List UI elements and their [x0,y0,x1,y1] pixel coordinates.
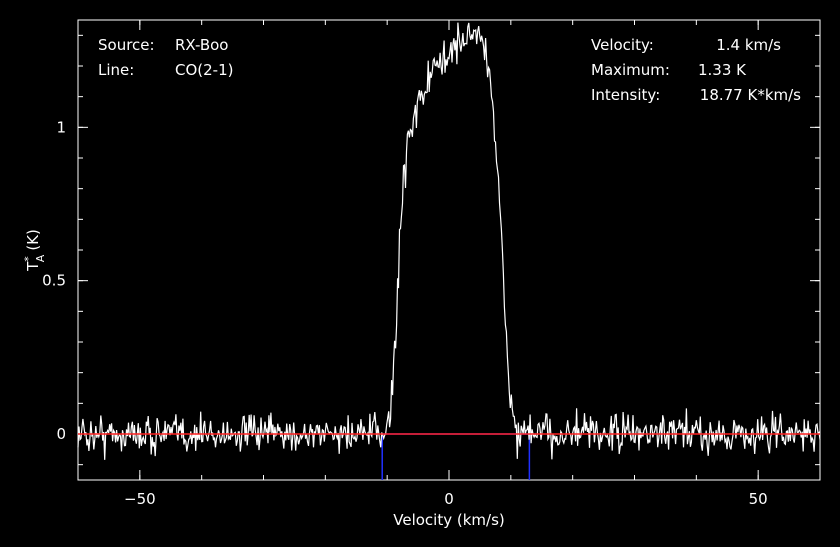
source-value: RX-Boo [175,36,228,54]
info-right: Velocity: 1.4 km/s Maximum: 1.33 K Inten… [591,36,801,104]
axis-ticks: −50 0 50 0 0.5 1 [42,20,821,508]
y-label-sub: A [34,254,47,262]
y-tick-label: 0 [56,425,66,443]
y-tick-label: 0.5 [42,272,66,290]
y-axis-label-text: T*A (K) [22,229,47,272]
intensity-key: Intensity: [591,86,660,104]
x-axis-label: Velocity (km/s) [393,511,504,529]
y-label-unit: (K) [24,229,42,251]
x-tick-label: −50 [124,490,156,508]
line-value: CO(2-1) [175,61,233,79]
x-tick-label: 50 [749,490,768,508]
maximum-value: 1.33 K [698,61,747,79]
info-left: Source: RX-Boo Line: CO(2-1) [98,36,233,79]
x-tick-label: 0 [444,490,454,508]
velocity-key: Velocity: [591,36,654,54]
y-tick-label: 1 [56,118,66,136]
maximum-key: Maximum: [591,61,670,79]
y-axis-label: T*A (K) [22,229,47,272]
y-label-main: T [24,261,42,272]
velocity-value: 1.4 km/s [716,36,781,54]
source-key: Source: [98,36,155,54]
line-key: Line: [98,61,134,79]
y-label-super: * [22,256,35,262]
intensity-value: 18.77 K*km/s [700,86,801,104]
spectrum-series-line [77,22,821,460]
integration-limit-lines [381,433,531,480]
